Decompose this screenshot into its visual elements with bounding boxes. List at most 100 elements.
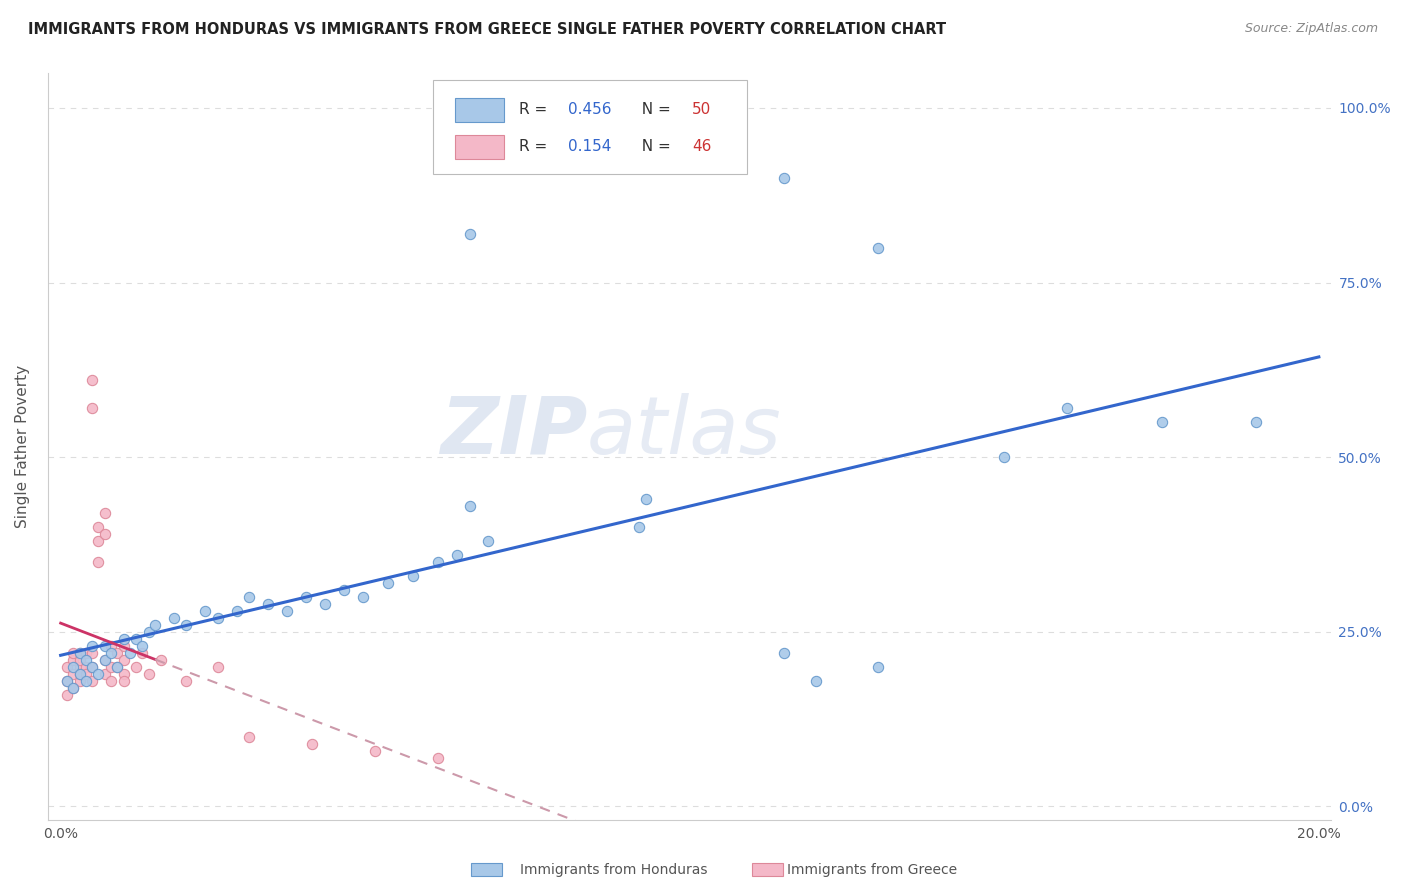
Text: 50: 50 bbox=[692, 102, 711, 117]
Point bbox=[176, 673, 198, 688]
Point bbox=[93, 666, 115, 681]
Point bbox=[75, 646, 97, 660]
Point bbox=[80, 639, 103, 653]
Point bbox=[332, 582, 354, 597]
Point bbox=[131, 639, 153, 653]
Point bbox=[364, 743, 387, 757]
Point bbox=[427, 750, 450, 764]
Point bbox=[314, 597, 336, 611]
Point bbox=[69, 646, 91, 660]
FancyBboxPatch shape bbox=[433, 80, 748, 174]
Point bbox=[100, 673, 122, 688]
Point bbox=[62, 681, 84, 695]
Point bbox=[868, 659, 890, 673]
Point bbox=[112, 632, 135, 646]
Point bbox=[112, 673, 135, 688]
Point bbox=[100, 639, 122, 653]
Point bbox=[87, 555, 110, 569]
Point bbox=[93, 653, 115, 667]
Point bbox=[93, 527, 115, 541]
Point bbox=[138, 624, 160, 639]
Text: R =: R = bbox=[519, 139, 553, 154]
Point bbox=[80, 373, 103, 387]
Point bbox=[62, 659, 84, 673]
Point bbox=[87, 520, 110, 534]
Point bbox=[125, 659, 148, 673]
Point bbox=[75, 659, 97, 673]
Point bbox=[458, 227, 481, 241]
FancyBboxPatch shape bbox=[456, 135, 503, 159]
Point bbox=[868, 241, 890, 255]
Point bbox=[80, 659, 103, 673]
Point bbox=[75, 653, 97, 667]
Point bbox=[477, 533, 499, 548]
Point bbox=[138, 666, 160, 681]
Point bbox=[69, 653, 91, 667]
Point bbox=[100, 646, 122, 660]
Text: 0.456: 0.456 bbox=[568, 102, 612, 117]
Point bbox=[105, 659, 128, 673]
Point bbox=[194, 604, 217, 618]
Point bbox=[100, 659, 122, 673]
Point bbox=[634, 491, 657, 506]
Text: atlas: atlas bbox=[588, 392, 782, 471]
Point bbox=[993, 450, 1015, 465]
Point bbox=[773, 170, 796, 185]
Point bbox=[69, 646, 91, 660]
Point bbox=[118, 646, 141, 660]
Point bbox=[93, 639, 115, 653]
Point bbox=[80, 659, 103, 673]
Text: IMMIGRANTS FROM HONDURAS VS IMMIGRANTS FROM GREECE SINGLE FATHER POVERTY CORRELA: IMMIGRANTS FROM HONDURAS VS IMMIGRANTS F… bbox=[28, 22, 946, 37]
Point bbox=[458, 499, 481, 513]
Point bbox=[112, 639, 135, 653]
Text: N =: N = bbox=[631, 102, 676, 117]
Point bbox=[105, 646, 128, 660]
Point bbox=[402, 569, 425, 583]
Point bbox=[80, 673, 103, 688]
Point bbox=[1150, 415, 1173, 429]
Point bbox=[62, 666, 84, 681]
Point bbox=[62, 681, 84, 695]
Y-axis label: Single Father Poverty: Single Father Poverty bbox=[15, 365, 30, 528]
Point bbox=[207, 659, 229, 673]
Point bbox=[69, 659, 91, 673]
Point bbox=[112, 666, 135, 681]
Point bbox=[93, 653, 115, 667]
Point bbox=[56, 673, 79, 688]
Point bbox=[131, 646, 153, 660]
Point bbox=[75, 673, 97, 688]
Point bbox=[1244, 415, 1267, 429]
Point bbox=[143, 617, 166, 632]
Point bbox=[69, 673, 91, 688]
Point bbox=[1056, 401, 1078, 416]
Point bbox=[80, 401, 103, 416]
Point bbox=[352, 590, 374, 604]
Point bbox=[238, 590, 260, 604]
Point bbox=[427, 555, 450, 569]
Text: 46: 46 bbox=[692, 139, 711, 154]
Text: Immigrants from Honduras: Immigrants from Honduras bbox=[520, 863, 707, 877]
Point bbox=[69, 666, 91, 681]
Point bbox=[377, 575, 399, 590]
Point bbox=[56, 673, 79, 688]
Point bbox=[628, 520, 651, 534]
Point bbox=[125, 632, 148, 646]
Point bbox=[112, 653, 135, 667]
Text: Immigrants from Greece: Immigrants from Greece bbox=[787, 863, 957, 877]
Point bbox=[87, 666, 110, 681]
Point bbox=[176, 617, 198, 632]
Point bbox=[238, 730, 260, 744]
Point bbox=[276, 604, 298, 618]
Text: 0.154: 0.154 bbox=[568, 139, 612, 154]
Point bbox=[207, 611, 229, 625]
Point bbox=[150, 653, 173, 667]
Point bbox=[163, 611, 186, 625]
Point bbox=[257, 597, 280, 611]
Point bbox=[87, 533, 110, 548]
Point bbox=[62, 653, 84, 667]
Point bbox=[773, 646, 796, 660]
Point bbox=[295, 590, 318, 604]
Point bbox=[56, 659, 79, 673]
Point bbox=[804, 673, 827, 688]
Point bbox=[93, 506, 115, 520]
